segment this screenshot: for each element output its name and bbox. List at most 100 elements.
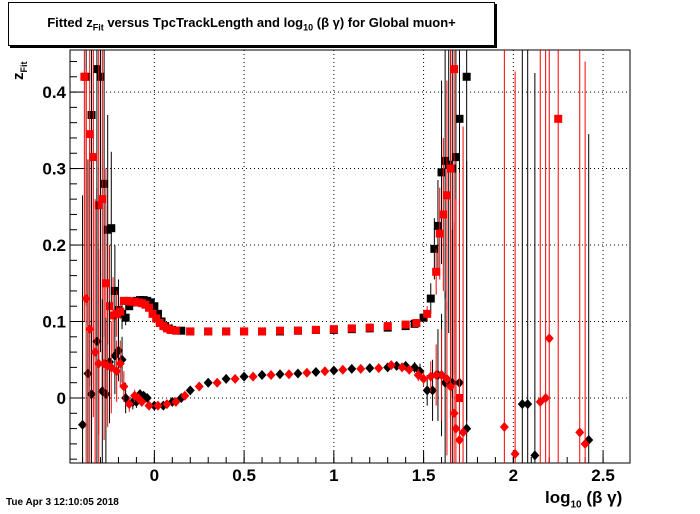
ylabel-sub: Fit [19,61,29,73]
data-point-square [412,319,421,328]
data-point-square [150,302,159,311]
chart-title: Fitted zFit versus TpcTrackLength and lo… [47,15,456,33]
data-point-diamond [137,396,147,407]
data-point-square [442,191,451,200]
x-tick-label: 0.5 [232,466,256,485]
data-point-diamond [275,369,285,380]
data-point-diamond [499,422,509,433]
data-point-diamond [451,423,461,434]
data-point-diamond [320,366,330,377]
x-tick-label: 2 [509,466,518,485]
data-point-diamond [302,367,312,378]
data-point-diamond [454,435,464,446]
data-point-square [101,279,110,288]
data-point-diamond [153,400,163,411]
data-point-diamond [115,358,125,369]
data-point-diamond [386,360,396,371]
data-point-square [222,327,231,336]
data-point-diamond [338,364,348,375]
data-point-square [116,307,125,316]
data-point-square [204,327,213,336]
xlabel-post: (β γ) [581,488,623,507]
x-tick-label: 0 [150,466,159,485]
x-tick-label: 2.5 [591,466,615,485]
data-point-diamond [311,366,321,377]
data-point-diamond [144,400,154,411]
data-point-diamond [171,396,181,407]
data-point-square [144,303,153,312]
data-point-square [446,164,455,173]
x-tick-label: 1 [329,466,338,485]
title-sub-10: 10 [303,22,314,33]
data-point-square [177,326,186,335]
data-point-square [276,326,284,335]
data-point-square [451,153,460,162]
data-point-square [383,322,392,331]
data-point-diamond [422,385,432,396]
y-tick-label: 0.3 [42,160,66,179]
data-point-diamond [580,438,590,449]
data-point-diamond [81,293,91,304]
data-point-square [85,130,94,139]
data-point-diamond [575,427,585,438]
y-axis-label: zFit [10,62,29,81]
ylabel-main: z [10,72,27,81]
data-point-diamond [374,363,384,374]
data-point-square [171,326,180,335]
data-point-diamond [544,333,554,344]
chart-title-box: Fitted zFit versus TpcTrackLength and lo… [8,2,495,46]
data-point-square [166,325,175,334]
data-point-diamond [347,363,357,374]
data-point-diamond [194,381,204,392]
data-point-diamond [180,390,190,401]
data-point-square [365,323,374,332]
data-point-diamond [221,373,231,384]
data-point-square [311,325,320,334]
data-point-square [240,327,249,336]
data-point-diamond [365,363,375,374]
data-point-diamond [266,370,276,381]
data-point-diamond [442,373,452,384]
data-point-square [100,179,109,188]
data-point-square [87,111,96,120]
timestamp: Tue Apr 3 12:10:05 2018 [6,497,119,508]
data-point-diamond [517,399,527,410]
data-point-diamond [230,373,240,384]
data-point-diamond [293,368,303,379]
x-tick-label: 1.5 [412,466,436,485]
data-point-square [258,327,267,336]
data-point-diamond [329,365,339,376]
data-point-diamond [523,399,533,410]
data-point-diamond [248,371,258,382]
data-point-square [107,224,116,233]
data-point-square [152,314,161,323]
y-tick-label: 0.1 [42,313,66,332]
data-point-diamond [356,363,366,374]
data-point-diamond [419,373,429,384]
data-point-square [293,326,302,335]
data-point-diamond [203,377,213,388]
data-point-square [437,168,446,177]
data-point-diamond [404,364,414,375]
data-point-diamond [162,399,172,410]
title-part-pre: Fitted z [47,15,93,31]
data-point-square [462,72,471,81]
title-part-post: (β γ) for Global muon+ [313,15,456,31]
data-point-diamond [257,370,267,381]
data-point-square [153,309,162,318]
data-point-diamond [284,369,294,380]
title-sub-fit: Fit [92,22,104,33]
data-point-square [430,244,439,253]
data-point-diamond [185,385,195,396]
x-axis-label: log10 (β γ) [545,488,622,510]
data-point-square [347,324,356,333]
plot-frame [69,49,631,464]
data-point-diamond [85,324,95,335]
data-point-square [80,72,89,81]
data-point-square [329,325,338,334]
data-point-square [98,195,107,204]
data-point-square [186,327,195,336]
xlabel-main: log [545,488,571,507]
data-point-diamond [112,366,122,377]
